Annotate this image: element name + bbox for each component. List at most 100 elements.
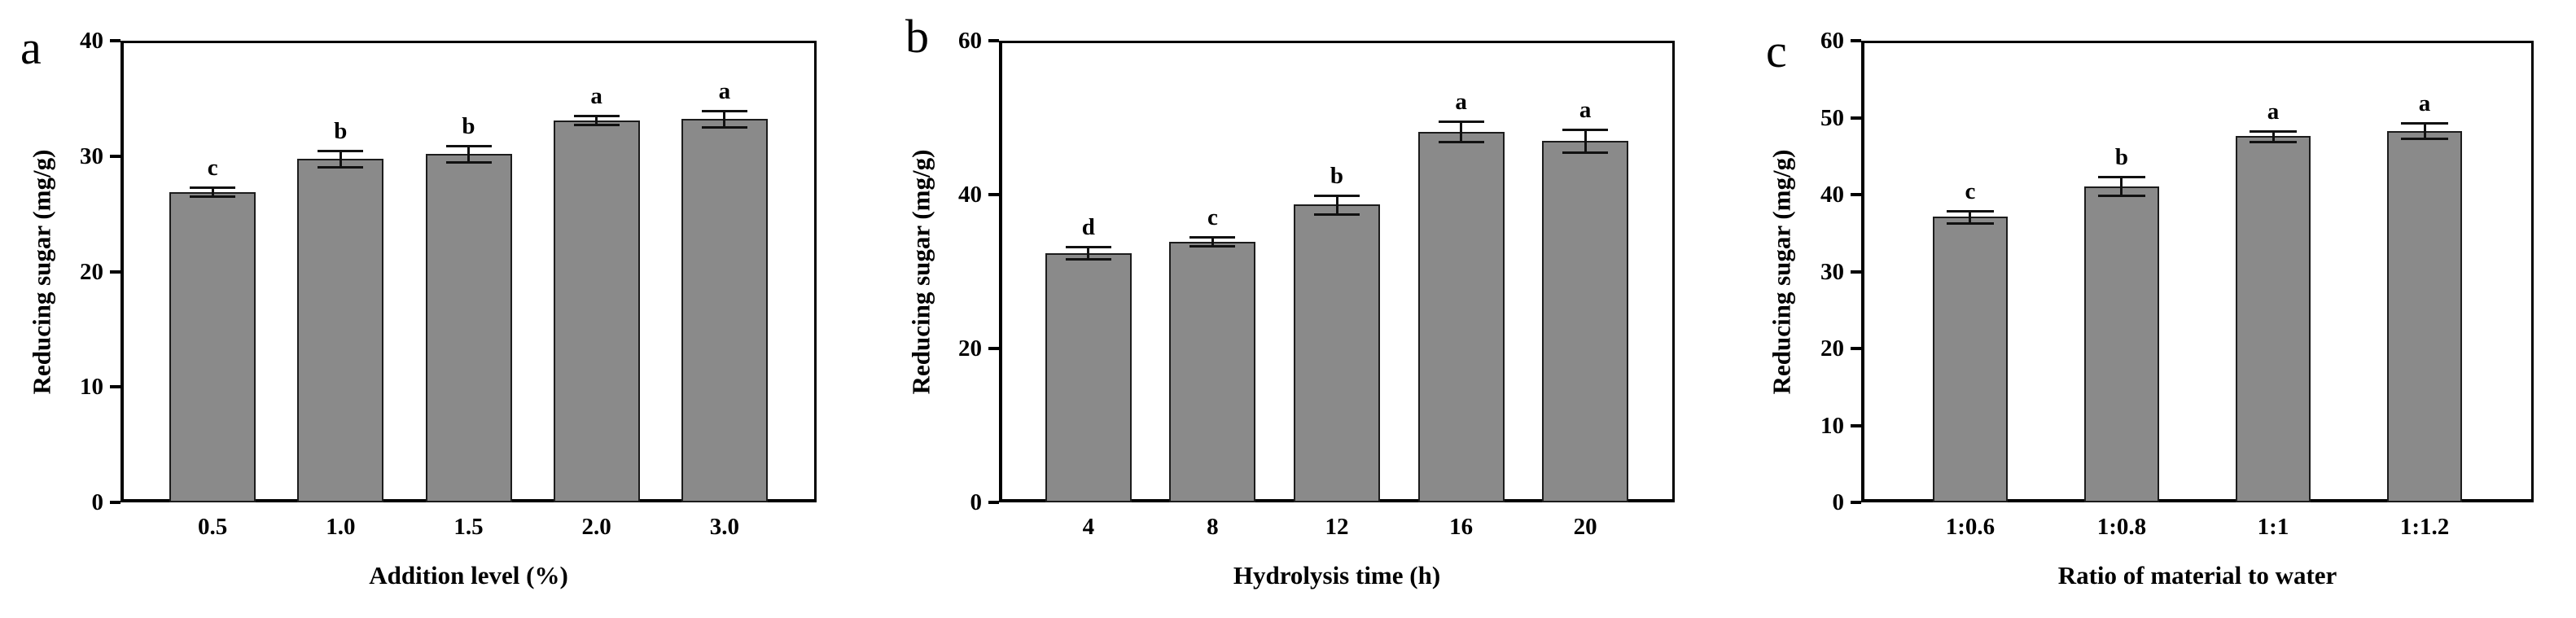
error-bar-line bbox=[339, 150, 342, 167]
x-tick-label: 3.0 bbox=[709, 514, 739, 540]
error-bar-line bbox=[595, 116, 598, 125]
y-tick-label: 20 bbox=[958, 335, 982, 362]
chart-panel-a: a Reducing sugar (mg/g) 0 10 20 30 40 c 0.5 b 1.… bbox=[0, 0, 859, 618]
y-tick-mark bbox=[1851, 347, 1861, 350]
panel-letter-a: a bbox=[20, 21, 42, 74]
y-tick-label: 0 bbox=[970, 489, 983, 515]
significance-letter: b bbox=[462, 112, 475, 139]
y-tick-label: 30 bbox=[80, 142, 103, 169]
error-bar-cap-bottom bbox=[2401, 138, 2449, 140]
bar-2.0 bbox=[553, 120, 640, 502]
y-tick-label: 40 bbox=[1820, 182, 1844, 208]
y-tick-mark bbox=[1851, 39, 1861, 42]
error-bar-cap-top bbox=[190, 186, 236, 190]
error-bar-line bbox=[1584, 129, 1587, 153]
x-axis-title: Hydrolysis time (h) bbox=[1233, 561, 1441, 590]
error-bar-cap-top bbox=[445, 144, 492, 147]
y-tick-mark bbox=[1851, 270, 1861, 274]
y-tick-mark bbox=[1851, 423, 1861, 427]
significance-letter: a bbox=[2418, 90, 2431, 117]
error-bar-cap-bottom bbox=[1065, 258, 1111, 261]
error-bar-line bbox=[2120, 177, 2123, 195]
error-bar-line bbox=[2272, 130, 2275, 142]
error-bar-cap-top bbox=[701, 110, 747, 113]
x-tick-label: 4 bbox=[1082, 514, 1095, 540]
significance-letter: c bbox=[1965, 178, 1976, 204]
error-bar-cap-bottom bbox=[1189, 245, 1236, 248]
significance-letter: b bbox=[2114, 144, 2129, 171]
error-bar-cap-top bbox=[1189, 235, 1236, 239]
x-tick-label: 0.5 bbox=[198, 514, 228, 540]
bar-1:1.2 bbox=[2387, 130, 2463, 502]
bar-20 bbox=[1542, 140, 1629, 502]
error-bar-line bbox=[2423, 123, 2426, 138]
y-tick-mark bbox=[110, 39, 120, 42]
y-tick-mark bbox=[988, 347, 999, 350]
error-bar-cap-bottom bbox=[1314, 213, 1360, 216]
significance-letter: a bbox=[1579, 96, 1592, 123]
significance-letter: a bbox=[1455, 89, 1467, 116]
error-bar-cap-top bbox=[2401, 122, 2449, 125]
error-bar-cap-top bbox=[1314, 194, 1360, 197]
error-bar-cap-bottom bbox=[2097, 194, 2145, 197]
x-tick-label: 1.0 bbox=[326, 514, 356, 540]
y-tick-mark bbox=[988, 501, 999, 504]
bar-16 bbox=[1417, 131, 1505, 502]
y-tick-mark bbox=[988, 193, 999, 196]
panel-letter-c: c bbox=[1766, 24, 1787, 77]
bar-4 bbox=[1045, 252, 1132, 502]
bar-8 bbox=[1169, 241, 1256, 502]
x-tick-label: 1:0.8 bbox=[2096, 514, 2147, 540]
x-tick-label: 20 bbox=[1573, 514, 1597, 540]
x-axis-title: Ratio of material to water bbox=[2057, 561, 2337, 590]
error-bar-cap-bottom bbox=[2250, 140, 2298, 143]
y-tick-mark bbox=[1851, 193, 1861, 196]
bar-1:0.8 bbox=[2083, 186, 2159, 502]
significance-letter: c bbox=[207, 155, 218, 182]
bar-3.0 bbox=[681, 119, 768, 502]
chart-panel-c: c Reducing sugar (mg/g) 0 10 20 30 40 50 60 c 1:… bbox=[1717, 0, 2576, 618]
error-bar-cap-top bbox=[1562, 128, 1609, 131]
y-tick-label: 0 bbox=[91, 489, 104, 515]
error-bar-line bbox=[1460, 121, 1463, 142]
error-bar-line bbox=[1335, 195, 1338, 214]
y-tick-mark bbox=[110, 154, 120, 158]
error-bar-cap-bottom bbox=[1438, 140, 1484, 143]
y-tick-label: 20 bbox=[80, 258, 103, 285]
x-tick-label: 1.5 bbox=[453, 514, 484, 540]
significance-letter: c bbox=[1207, 204, 1218, 230]
y-tick-label: 30 bbox=[1820, 258, 1844, 285]
error-bar-cap-bottom bbox=[318, 165, 364, 169]
error-bar-cap-top bbox=[318, 149, 364, 152]
significance-letter: d bbox=[1081, 214, 1095, 241]
y-tick-label: 10 bbox=[1820, 412, 1844, 439]
y-axis-title: Reducing sugar (mg/g) bbox=[906, 149, 935, 394]
y-tick-label: 50 bbox=[1820, 104, 1844, 131]
y-tick-mark bbox=[110, 501, 120, 504]
error-bar-line bbox=[1211, 236, 1214, 247]
significance-letter: b bbox=[1330, 162, 1344, 189]
error-bar-line bbox=[467, 145, 470, 162]
significance-letter: b bbox=[334, 117, 348, 144]
error-bar-line bbox=[1087, 247, 1090, 260]
y-tick-mark bbox=[988, 39, 999, 42]
chart-panel-b: b Reducing sugar (mg/g) 0 20 40 60 d 4 c 8 b 12 a 1… bbox=[858, 0, 1717, 618]
y-tick-label: 20 bbox=[1820, 335, 1844, 362]
error-bar-cap-top bbox=[2097, 176, 2145, 179]
panel-letter-b: b bbox=[905, 10, 929, 63]
error-bar-cap-bottom bbox=[190, 195, 236, 199]
x-tick-label: 1:0.6 bbox=[1945, 514, 1996, 540]
significance-letter: a bbox=[2267, 98, 2280, 125]
significance-letter: a bbox=[590, 83, 602, 110]
x-tick-label: 8 bbox=[1207, 514, 1219, 540]
x-tick-label: 12 bbox=[1325, 514, 1349, 540]
significance-letter: a bbox=[718, 78, 731, 105]
bar-1.5 bbox=[425, 153, 512, 502]
x-tick-label: 1:1.2 bbox=[2399, 514, 2450, 540]
x-tick-label: 1:1 bbox=[2257, 514, 2289, 540]
error-bar-line bbox=[723, 111, 726, 128]
error-bar-cap-bottom bbox=[445, 160, 492, 164]
y-tick-label: 60 bbox=[958, 28, 982, 54]
y-tick-label: 0 bbox=[1832, 489, 1845, 515]
